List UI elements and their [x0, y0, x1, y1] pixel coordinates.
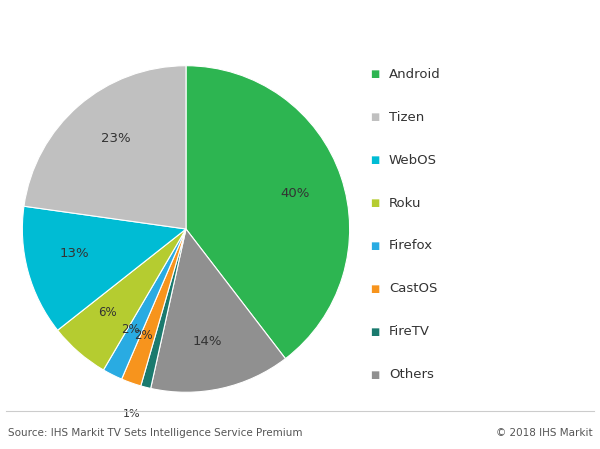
Wedge shape: [186, 66, 350, 359]
Wedge shape: [141, 229, 186, 388]
Text: 23%: 23%: [101, 132, 131, 145]
Text: Android: Android: [389, 68, 440, 81]
Text: Firefox: Firefox: [389, 239, 433, 252]
Wedge shape: [103, 229, 186, 379]
Text: 2%: 2%: [134, 329, 153, 342]
Text: 14%: 14%: [193, 335, 222, 348]
Text: ■: ■: [370, 284, 379, 294]
Text: CastOS: CastOS: [389, 282, 437, 295]
Text: Others: Others: [389, 368, 434, 381]
Text: ■: ■: [370, 241, 379, 251]
Wedge shape: [122, 229, 186, 386]
Wedge shape: [22, 206, 186, 330]
Wedge shape: [58, 229, 186, 370]
Text: Source: IHS Markit TV Sets Intelligence Service Premium: Source: IHS Markit TV Sets Intelligence …: [8, 428, 302, 438]
Text: 6%: 6%: [98, 306, 117, 319]
Text: © 2018 IHS Markit: © 2018 IHS Markit: [496, 428, 592, 438]
Text: 13%: 13%: [59, 247, 89, 260]
Text: ■: ■: [370, 69, 379, 79]
Text: ■: ■: [370, 112, 379, 122]
Text: ■: ■: [370, 198, 379, 208]
Text: ■: ■: [370, 370, 379, 380]
Text: FireTV: FireTV: [389, 325, 430, 338]
Wedge shape: [151, 229, 286, 392]
Text: WebOS: WebOS: [389, 154, 437, 167]
Text: 40%: 40%: [280, 187, 310, 200]
Text: ■: ■: [370, 327, 379, 337]
Text: Roku: Roku: [389, 197, 421, 210]
Text: 1%: 1%: [124, 409, 141, 419]
Wedge shape: [24, 66, 186, 229]
Text: ■: ■: [370, 155, 379, 165]
Text: Tizen: Tizen: [389, 111, 424, 124]
Text: 2%: 2%: [122, 323, 140, 336]
Text: 2018 Smart TV Operating System Share: 2018 Smart TV Operating System Share: [8, 19, 399, 37]
